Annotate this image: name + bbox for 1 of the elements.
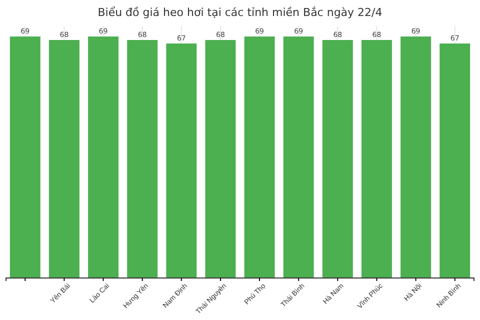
chart-title: Biểu đồ giá heo hơi tại các tỉnh miền Bắc ngày 22/4 xyxy=(98,6,382,19)
